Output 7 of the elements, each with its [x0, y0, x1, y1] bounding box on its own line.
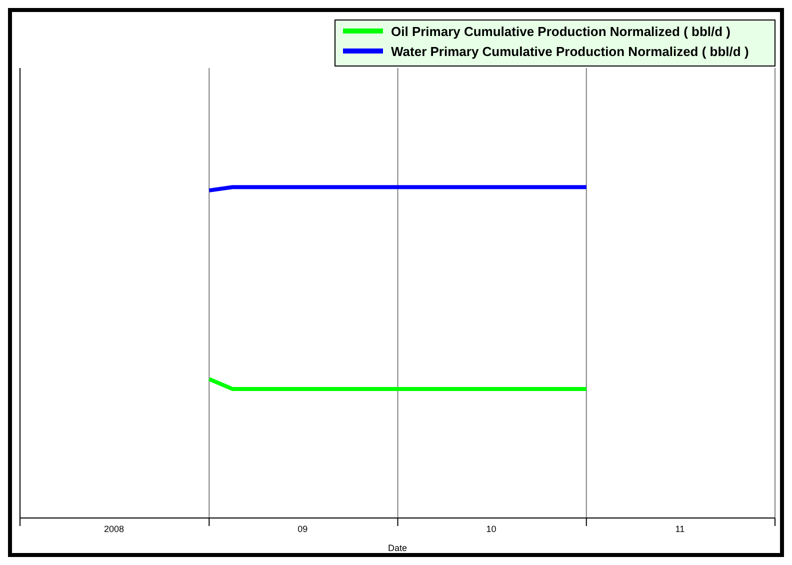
x-tick-label: 10	[486, 524, 496, 534]
legend-label: Oil Primary Cumulative Production Normalized ( bbl/d )	[391, 24, 730, 39]
x-tick-label: 09	[298, 524, 308, 534]
x-tick-label: 11	[675, 524, 685, 534]
legend-label: Water Primary Cumulative Production Normalized ( bbl/d )	[391, 44, 749, 59]
x-axis-title: Date	[388, 543, 408, 553]
x-tick-label: 2008	[104, 524, 124, 534]
